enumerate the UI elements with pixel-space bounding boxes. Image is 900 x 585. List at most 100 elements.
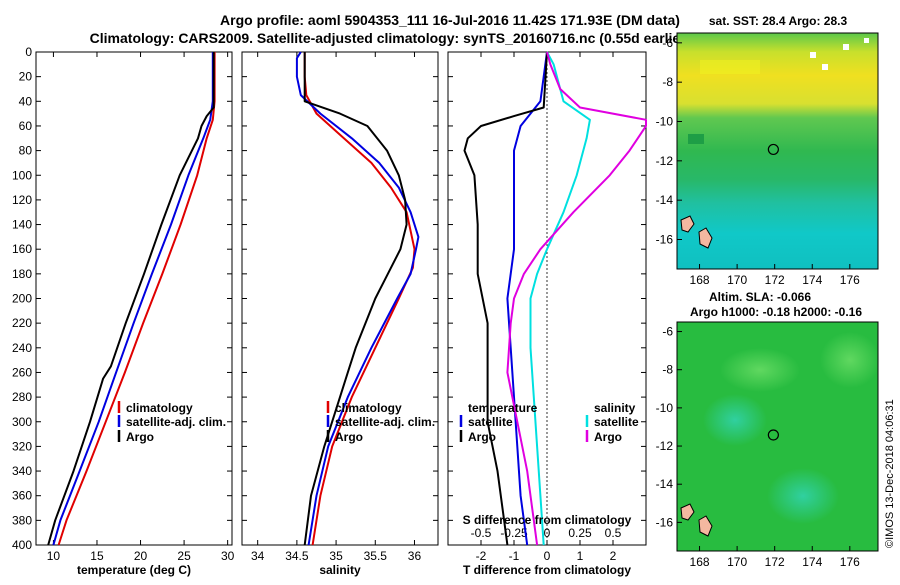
sst-missing-pixel	[843, 44, 849, 50]
map-y-tick-label: -10	[656, 401, 674, 415]
difference-legend-salinity: salinity satellite Argo	[585, 401, 639, 444]
island-landmass	[680, 215, 695, 233]
figure-title: Argo profile: aoml 5904353_111 16-Jul-20…	[220, 12, 680, 28]
sst-map-panel: 168 170 172 174 176 -6 -8 -10 -12 -14 -16	[656, 32, 879, 287]
y-tick-label: 260	[12, 365, 32, 379]
legend-label-argo: Argo	[126, 430, 154, 444]
figure-subtitle: Climatology: CARS2009. Satellite-adjuste…	[90, 30, 691, 46]
map-y-tick-label: -12	[656, 439, 674, 453]
map-y-tick-label: -14	[656, 193, 674, 207]
map-x-tick-label: 168	[690, 273, 710, 287]
y-tick-label: 300	[12, 415, 32, 429]
map-x-tick-label: 170	[727, 273, 747, 287]
x-tick-label: -2	[476, 549, 487, 563]
series-satellite-adj-clim-	[295, 51, 420, 546]
legend-label-temp-argo: Argo	[468, 430, 496, 444]
y-tick-label: 200	[12, 292, 32, 306]
x2-tick-label: 0.25	[568, 526, 592, 540]
salinity-axes-box	[241, 51, 439, 546]
salinity-xlabel: salinity	[319, 563, 361, 577]
map-y-tick-label: -16	[656, 233, 674, 247]
x-tick-label: 2	[610, 549, 617, 563]
x-tick-label: 20	[134, 549, 148, 563]
legend-label-temp-satellite: satellite	[468, 415, 513, 429]
legend-label-argo: Argo	[335, 430, 363, 444]
sst-warm-patch	[700, 60, 760, 74]
y-tick-label: 160	[12, 242, 32, 256]
x2-tick-label: 0.5	[605, 526, 622, 540]
map-x-tick-label: 172	[765, 273, 785, 287]
sla-anomaly	[703, 394, 767, 446]
map-x-tick-label: 170	[727, 555, 747, 569]
map-y-tick-label: -8	[662, 363, 673, 377]
y-tick-label: 340	[12, 464, 32, 478]
x-tick-label: 10	[47, 549, 61, 563]
salinity-legend: climatology satellite-adj. clim. Argo	[326, 401, 435, 444]
salinity-lines	[295, 51, 420, 546]
y-tick-label: 20	[19, 70, 33, 84]
series-argo	[303, 52, 408, 546]
sst-missing-pixel	[864, 38, 869, 43]
sla-anomaly	[767, 468, 839, 524]
map-y-tick-label: -6	[662, 36, 673, 50]
x-tick-label: 34	[251, 549, 265, 563]
y-tick-label: 220	[12, 316, 32, 330]
temperature-difference-xlabel: T difference from climatology	[463, 563, 631, 577]
y-tick-label: 360	[12, 489, 32, 503]
x-tick-label: 34.5	[285, 549, 309, 563]
sst-map-frame	[676, 32, 879, 270]
y-tick-label: 40	[19, 94, 33, 108]
argo-location-marker	[767, 429, 779, 441]
sla-map-frame	[676, 321, 879, 552]
temperature-lines	[47, 52, 216, 546]
y-tick-label: 180	[12, 267, 32, 281]
island-landmass	[698, 227, 713, 249]
y-tick-label: 320	[12, 439, 32, 453]
temperature-ticks: 10 15 20 25 30020406080100120140160180200220…	[12, 45, 235, 563]
sla-anomaly	[820, 332, 880, 388]
map-x-tick-label: 168	[690, 555, 710, 569]
x-tick-label: 36	[408, 549, 422, 563]
argo-location-marker	[767, 143, 779, 156]
legend-label-satellite: satellite-adj. clim.	[126, 415, 226, 429]
x-tick-label: 1	[577, 549, 584, 563]
legend-title-salinity: salinity	[594, 401, 636, 415]
y-tick-label: 60	[19, 119, 33, 133]
temperature-panel: 10 15 20 25 30020406080100120140160180200220…	[12, 45, 235, 577]
x2-tick-label: -0.5	[471, 526, 492, 540]
legend-label-climatology: climatology	[335, 401, 402, 415]
series-argo	[47, 52, 215, 546]
sst-map-title: sat. SST: 28.4 Argo: 28.3	[709, 14, 848, 28]
legend-label-climatology: climatology	[126, 401, 193, 415]
map-y-tick-label: -14	[656, 477, 674, 491]
map-y-tick-label: -8	[662, 75, 673, 89]
y-tick-label: 380	[12, 513, 32, 527]
map-x-tick-label: 172	[765, 555, 785, 569]
map-y-tick-label: -6	[662, 325, 673, 339]
island-landmass	[698, 515, 713, 537]
sla-anomaly	[720, 348, 800, 392]
x-tick-label: 35.5	[364, 549, 388, 563]
x-tick-label: 0	[544, 549, 551, 563]
x-tick-label: 30	[221, 549, 235, 563]
island-landmass	[680, 503, 695, 521]
sla-map-subtitle: Argo h1000: -0.18 h2000: -0.16	[690, 305, 862, 319]
legend-title-temperature: temperature	[468, 401, 538, 415]
sla-map-ticks: 168 170 172 174 176 -6 -8 -10 -12 -14 -16	[656, 325, 860, 569]
salinity-difference-label: S difference from climatology	[463, 513, 632, 527]
imos-timestamp: ©IMOS 13-Dec-2018 04:06:31	[884, 399, 896, 548]
salinity-ticks: 34 34.5 35 35.5 36	[242, 51, 438, 563]
legend-label-satellite: satellite-adj. clim.	[335, 415, 435, 429]
x-tick-label: 25	[177, 549, 191, 563]
map-y-tick-label: -12	[656, 154, 674, 168]
map-y-tick-label: -16	[656, 515, 674, 529]
legend-label-sal-argo: Argo	[594, 430, 622, 444]
y-tick-label: 120	[12, 193, 32, 207]
legend-label-sal-satellite: satellite	[594, 415, 639, 429]
sla-map-title: Altim. SLA: -0.066	[709, 290, 811, 304]
x-tick-label: 15	[90, 549, 104, 563]
difference-axes-box	[447, 51, 647, 546]
sst-map-ticks: 168 170 172 174 176 -6 -8 -10 -12 -14 -16	[656, 36, 860, 287]
temperature-xlabel: temperature (deg C)	[77, 563, 191, 577]
sst-missing-pixel	[822, 64, 828, 70]
